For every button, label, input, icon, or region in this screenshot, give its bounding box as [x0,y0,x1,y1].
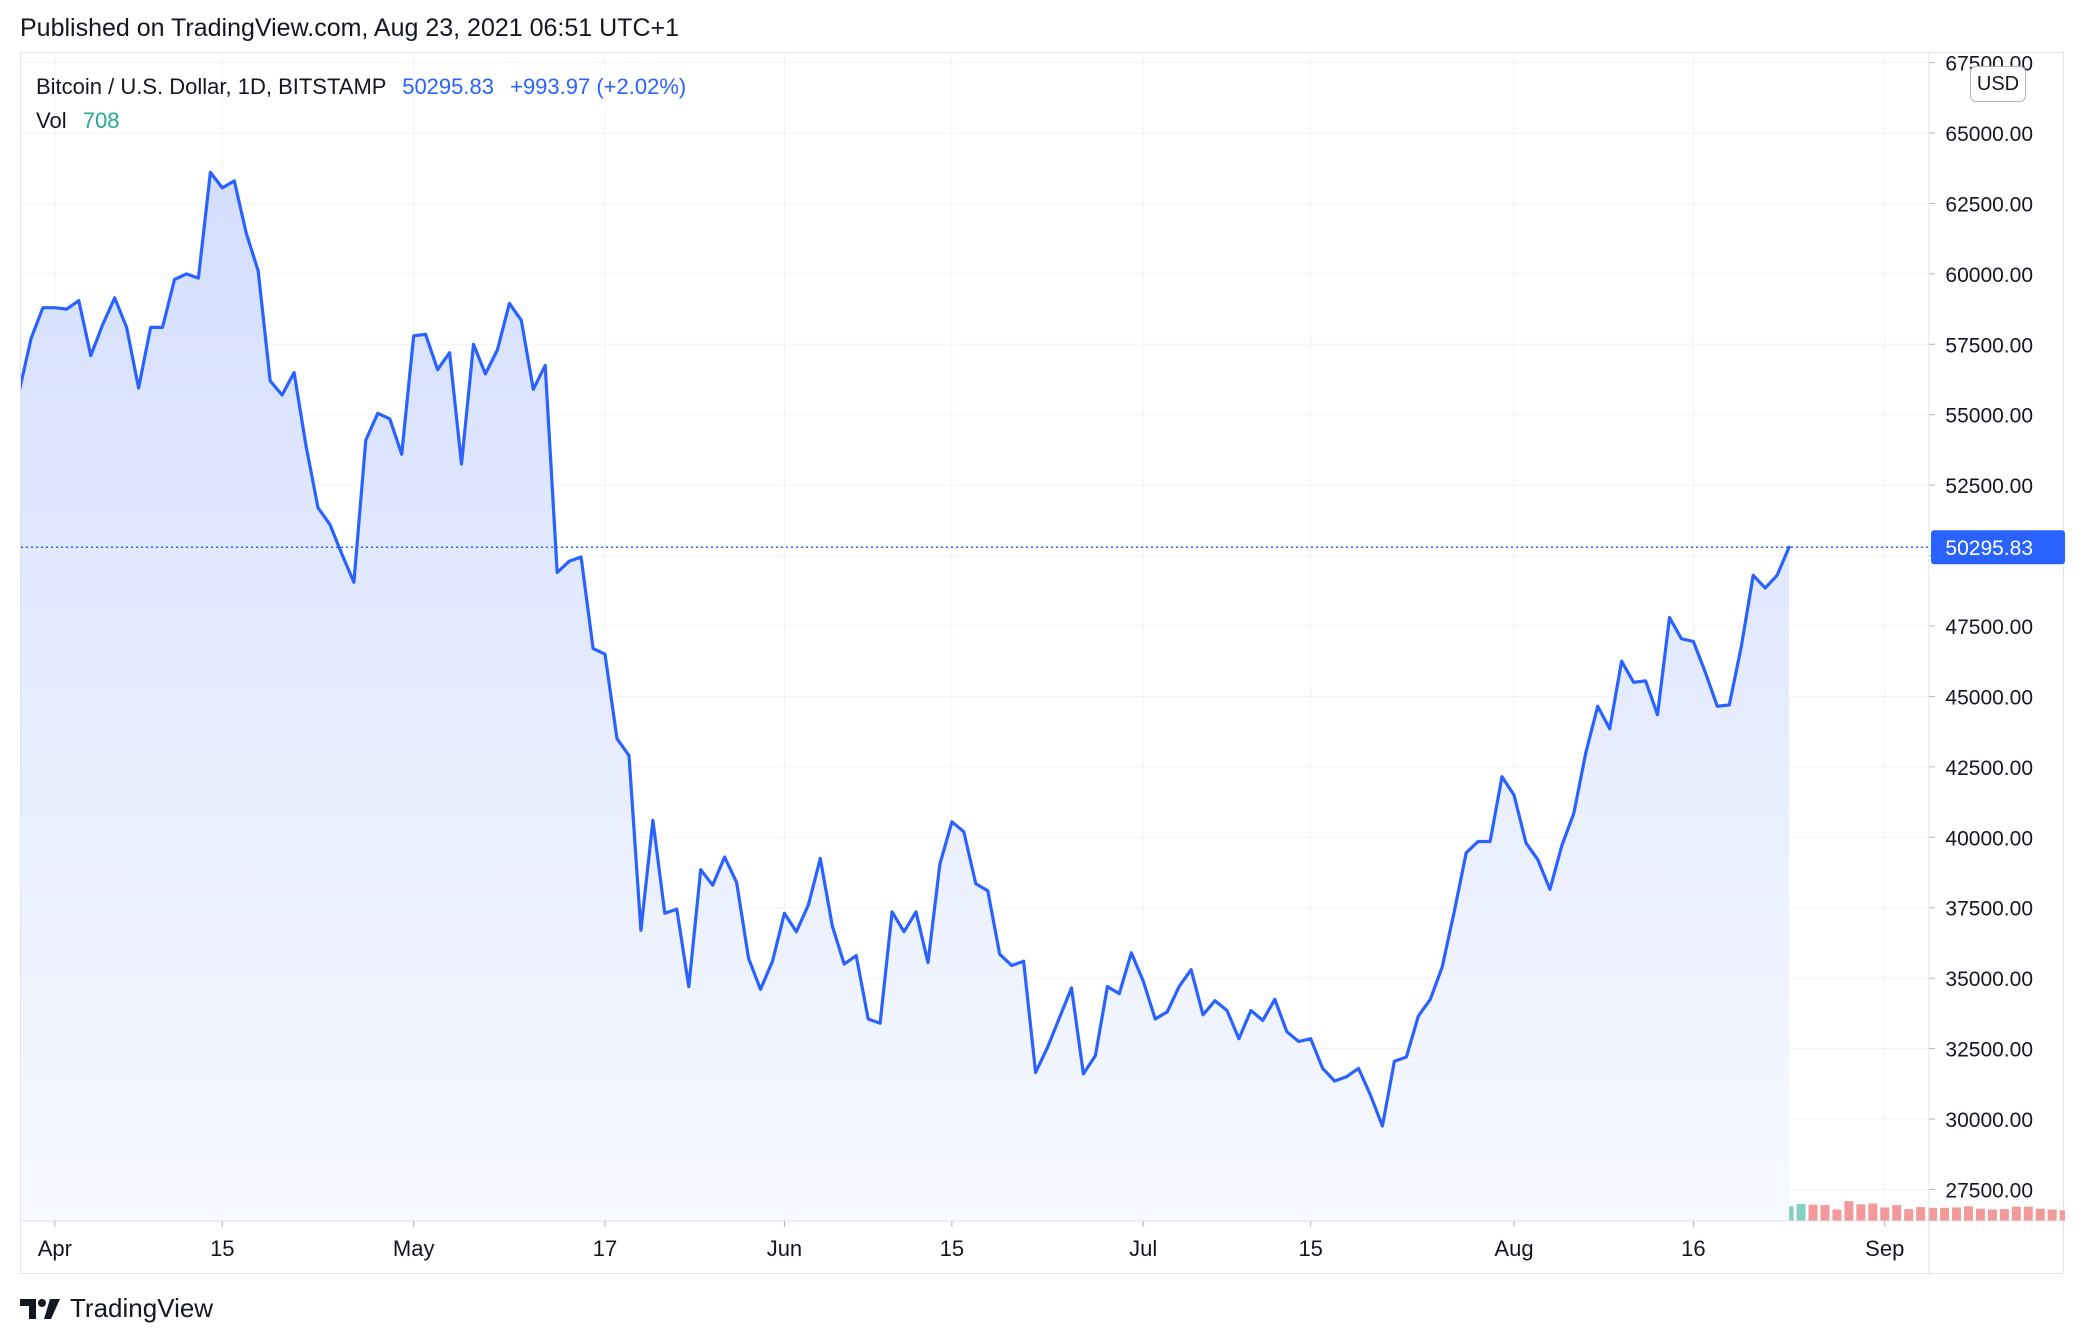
volume-bar [1963,1206,1973,1221]
y-tick-label: 32500.00 [1945,1039,2033,1062]
x-tick-label: Aug [1494,1236,1533,1261]
x-tick-label: Jun [767,1236,802,1261]
x-tick-label: Jul [1129,1236,1157,1261]
y-tick-label: 60000.00 [1945,264,2033,287]
y-tick-label: 42500.00 [1945,757,2033,780]
y-tick-label: 35000.00 [1945,968,2033,991]
last-price-badge-label: 50295.83 [1945,537,2033,560]
y-tick-label: 45000.00 [1945,686,2033,709]
y-tick-label: 40000.00 [1945,827,2033,850]
change-value: +993.97 (+2.02%) [510,74,687,99]
volume-bar [1796,1203,1806,1221]
volume-bar [1952,1207,1962,1221]
y-tick-label: 65000.00 [1945,123,2033,146]
volume-bar [1999,1209,2009,1221]
x-tick-label: Sep [1865,1236,1904,1261]
footer-brand[interactable]: TradingView [20,1293,213,1324]
last-price-value: 50295.83 [402,74,494,99]
volume-bar [1987,1209,1997,1221]
tradingview-logo-icon [20,1298,60,1319]
footer-brand-label: TradingView [70,1293,214,1323]
price-chart[interactable]: 27500.00 30000.00 32500.00 35000.00 37500.00… [21,53,2065,1275]
symbol-label: Bitcoin / U.S. Dollar, 1D, BITSTAMP [36,74,387,99]
y-tick-label: 30000.00 [1945,1109,2033,1132]
y-tick-label: 37500.00 [1945,898,2033,921]
volume-bar [1975,1208,1985,1221]
x-tick-label: 16 [1681,1236,1705,1261]
volume-bar [1868,1203,1878,1221]
volume-value: 708 [82,108,120,133]
x-tick-label: May [393,1236,435,1261]
volume-bar [1928,1207,1938,1221]
volume-bar [1808,1204,1818,1221]
y-tick-label: 57500.00 [1945,334,2033,357]
x-tick-label: 15 [940,1236,964,1261]
volume-bar [2011,1206,2021,1221]
y-tick-label: 47500.00 [1945,616,2033,639]
currency-button[interactable]: USD [1970,66,2026,102]
volume-bar [1856,1204,1866,1221]
volume-bar [1916,1207,1926,1221]
last-price-badge [1931,530,2065,565]
volume-bar [2047,1209,2057,1221]
chart-legend: Bitcoin / U.S. Dollar, 1D, BITSTAMP 5029… [36,70,686,138]
y-tick-label: 52500.00 [1945,475,2033,498]
y-tick-label: 27500.00 [1945,1179,2033,1202]
volume-bar [1892,1205,1902,1221]
y-tick-label: 62500.00 [1945,193,2033,216]
volume-bar [1844,1201,1854,1221]
volume-bar [2035,1208,2045,1221]
volume-bar [1880,1207,1890,1221]
x-tick-label: 15 [1298,1236,1322,1261]
x-tick-label: 17 [593,1236,617,1261]
volume-label: Vol [36,108,67,133]
volume-bar [2023,1206,2033,1221]
volume-bar [1940,1207,1950,1221]
x-tick-label: Apr [38,1236,72,1261]
volume-bar [1832,1209,1842,1221]
published-caption: Published on TradingView.com, Aug 23, 20… [20,14,680,42]
price-line [21,170,1791,1128]
y-tick-label: 55000.00 [1945,405,2033,428]
volume-bar [2059,1210,2065,1221]
volume-bar [1904,1209,1914,1221]
x-tick-label: 15 [210,1236,234,1261]
price-area [21,172,1790,1221]
volume-bar [1820,1205,1830,1221]
chart-frame: 27500.00 30000.00 32500.00 35000.00 37500.00… [20,52,2065,1275]
